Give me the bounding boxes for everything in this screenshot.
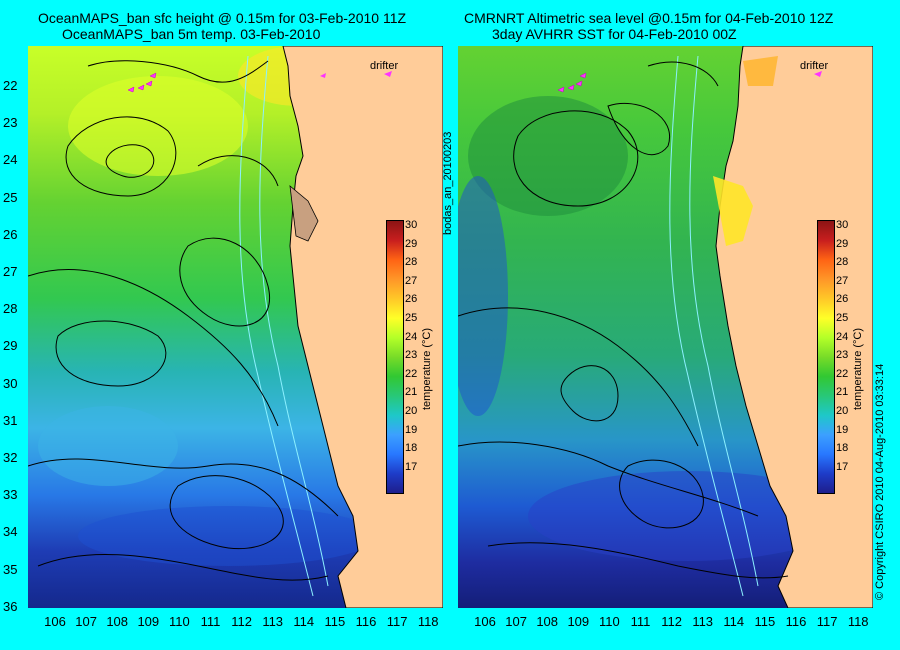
right-colorbar: [817, 220, 835, 494]
latitude-label: 35: [3, 561, 18, 577]
right-panel-subtitle: 3day AVHRR SST for 04-Feb-2010 00Z: [492, 26, 737, 42]
longitude-label: 112: [661, 614, 682, 629]
colorbar-tick-label: 24: [405, 330, 418, 343]
latitude-label: 29: [3, 338, 18, 354]
longitude-label: 106: [474, 614, 496, 629]
colorbar-tick-label: 20: [836, 405, 849, 417]
longitude-label: 106: [44, 614, 66, 629]
longitude-label: 109: [137, 614, 160, 629]
longitude-label: 111: [200, 614, 221, 629]
colorbar-tick-label: 21: [405, 386, 418, 399]
left-map-graphic: [28, 46, 443, 608]
colorbar-tick-label: 23: [405, 349, 418, 362]
longitude-label: 116: [355, 614, 377, 629]
colorbar-tick-label: 23: [836, 349, 849, 362]
colorbar-tick-label: 18: [836, 442, 849, 455]
longitude-label: 115: [324, 614, 346, 629]
left-panel-subtitle: OceanMAPS_ban 5m temp. 03-Feb-2010: [62, 26, 321, 42]
longitude-label: 108: [536, 614, 559, 629]
right-panel-title: CMRNRT Altimetric sea level @0.15m for 0…: [464, 10, 834, 26]
longitude-label: 113: [262, 614, 284, 629]
colorbar-tick-label: 29: [836, 237, 849, 250]
latitude-label: 25: [3, 189, 18, 205]
colorbar-tick-label: 24: [836, 330, 849, 343]
colorbar-tick-label: 17: [836, 460, 849, 473]
longitude-label: 110: [599, 614, 620, 629]
longitude-label: 118: [847, 614, 869, 629]
longitude-label: 118: [417, 614, 439, 629]
colorbar-tick-label: 27: [836, 274, 849, 287]
colorbar-tick-label: 25: [836, 312, 849, 324]
longitude-label: 117: [816, 614, 838, 629]
latitude-label: 32: [3, 450, 18, 465]
longitude-label: 107: [505, 614, 527, 629]
latitude-label: 30: [3, 375, 18, 391]
colorbar-tick-label: 26: [405, 293, 418, 306]
run-id-text: bodas_an_20100203: [442, 131, 454, 235]
longitude-label: 109: [567, 614, 590, 629]
latitude-label: 27: [3, 264, 18, 279]
latitude-label: 24: [3, 152, 18, 168]
longitude-label: 114: [723, 614, 745, 629]
colorbar-tick-label: 25: [405, 312, 418, 324]
right-map-panel: [458, 46, 873, 608]
colorbar-tick-label: 22: [836, 367, 849, 380]
colorbar-tick-label: 30: [405, 219, 418, 231]
longitude-label: 110: [169, 614, 190, 629]
colorbar-tick-label: 20: [405, 405, 418, 417]
colorbar-tick-label: 26: [836, 293, 849, 306]
latitude-label: 23: [3, 115, 18, 131]
right-map-graphic: [458, 46, 873, 608]
left-colorbar-label: temperature (°C): [421, 327, 433, 410]
right-drifter-legend-label: drifter: [800, 60, 829, 72]
left-panel-title: OceanMAPS_ban sfc height @ 0.15m for 03-…: [38, 10, 407, 26]
colorbar-tick-label: 19: [836, 423, 849, 436]
copyright-text: © Copyright CSIRO 2010 04-Aug-2010 03:33…: [874, 363, 886, 600]
latitude-label: 33: [3, 487, 18, 503]
colorbar-tick-label: 21: [836, 386, 849, 399]
longitude-label: 107: [75, 614, 97, 629]
longitude-label: 112: [231, 614, 252, 629]
right-colorbar-label: temperature (°C): [852, 327, 864, 410]
colorbar-tick-label: 27: [405, 274, 418, 287]
colorbar-tick-label: 22: [405, 367, 418, 380]
longitude-label: 111: [630, 614, 651, 629]
longitude-label: 116: [785, 614, 807, 629]
colorbar-tick-label: 18: [405, 442, 418, 455]
latitude-label: 28: [3, 301, 18, 317]
colorbar-tick-label: 30: [836, 219, 849, 231]
latitude-label: 22: [3, 78, 18, 93]
latitude-label: 34: [3, 524, 18, 540]
colorbar-tick-label: 28: [836, 256, 849, 269]
longitude-label: 114: [293, 614, 315, 629]
longitude-label: 108: [106, 614, 129, 629]
longitude-label: 115: [754, 614, 776, 629]
longitude-label: 113: [692, 614, 714, 629]
left-map-panel: [28, 46, 443, 608]
left-colorbar: [386, 220, 404, 494]
latitude-label: 36: [3, 598, 18, 614]
colorbar-tick-label: 19: [405, 423, 418, 436]
colorbar-tick-label: 29: [405, 237, 418, 250]
left-drifter-legend-label: drifter: [370, 60, 399, 72]
longitude-label: 117: [386, 614, 408, 629]
latitude-label: 26: [3, 226, 18, 242]
colorbar-tick-label: 28: [405, 256, 418, 269]
colorbar-tick-label: 17: [405, 460, 418, 473]
latitude-label: 31: [3, 412, 18, 428]
